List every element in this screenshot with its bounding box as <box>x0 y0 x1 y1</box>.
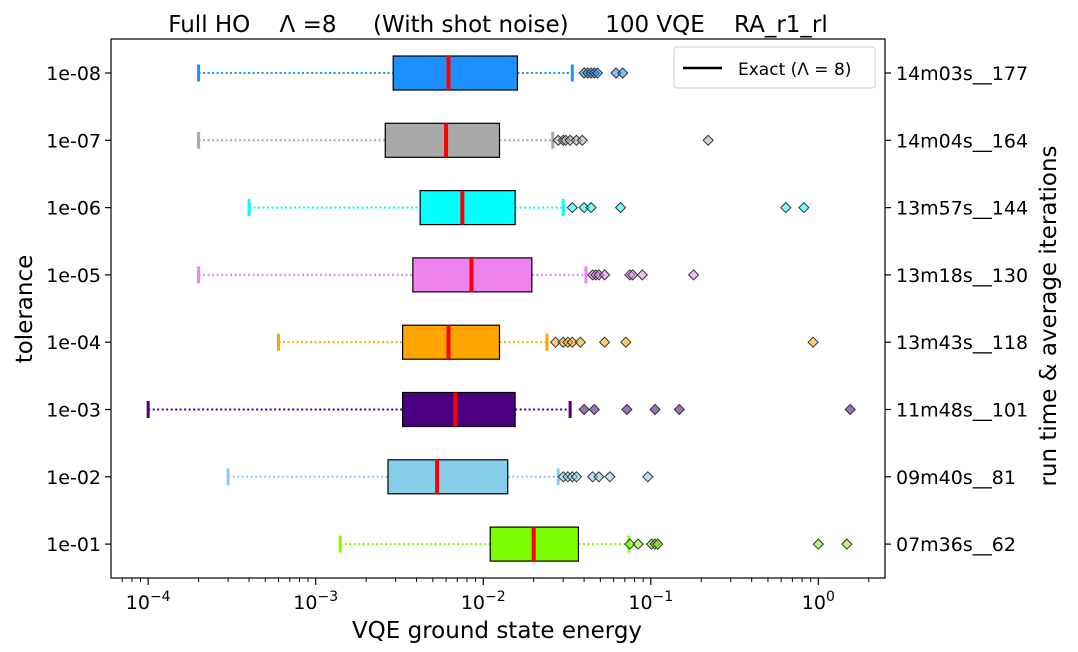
axes-frame <box>110 38 886 579</box>
x-axis-label: VQE ground state energy <box>352 618 642 644</box>
y-tick-label-1e-08: 1e-08 <box>46 63 101 85</box>
outlier-1e-04-7 <box>807 336 819 348</box>
outlier-1e-01-6 <box>841 538 853 550</box>
outlier-1e-06-2 <box>585 201 597 214</box>
x-tick-label-base: 10 <box>126 592 150 614</box>
box-1e-06 <box>247 190 810 226</box>
legend-label-exact: Exact (Λ = 8) <box>738 60 851 80</box>
y-tick-label-1e-07: 1e-07 <box>46 130 101 152</box>
legend-box <box>673 46 876 89</box>
y-axis-right: 14m03s__177 14m04s__164 13m57s__144 13m18s_… <box>885 63 1028 556</box>
y-tick-label-1e-04: 1e-04 <box>46 332 101 354</box>
iqr-box-1e-02 <box>387 459 509 495</box>
y-right-tick-label-1e-03: 11m48s__101 <box>896 400 1028 422</box>
outlier-1e-02-7 <box>642 471 654 483</box>
x-tick-label-exponent: −1 <box>653 589 674 605</box>
y-tick-label-1e-05: 1e-05 <box>46 265 101 287</box>
outlier-1e-02-5 <box>593 471 605 483</box>
x-tick-label-exponent: 0 <box>826 589 835 605</box>
plot-area <box>146 55 856 562</box>
y-axis-label: tolerance <box>12 255 38 364</box>
outlier-1e-05-7 <box>687 269 700 281</box>
outlier-1e-01-5 <box>812 538 825 550</box>
chart-title: Full HO Λ =8 (With shot noise) 100 VQE R… <box>168 12 828 38</box>
outlier-1e-01-0 <box>624 538 636 550</box>
x-tick-label-−1: 10−1 <box>628 589 673 614</box>
y-tick-label-1e-01: 1e-01 <box>46 534 101 556</box>
iqr-box-1e-04 <box>401 324 501 360</box>
y-right-tick-label-1e-02: 09m40s__81 <box>896 467 1016 489</box>
x-tick-label-0: 100 <box>802 589 835 614</box>
x-tick-label-base: 10 <box>628 592 652 614</box>
x-tick-label-−3: 10−3 <box>293 589 338 614</box>
iqr-box-1e-03 <box>401 391 516 428</box>
x-tick-label-base: 10 <box>802 592 826 614</box>
box-1e-05 <box>197 257 700 293</box>
x-tick-label-base: 10 <box>461 592 485 614</box>
outlier-1e-02-6 <box>604 471 616 483</box>
iqr-box-1e-07 <box>384 122 501 158</box>
x-tick-label-exponent: −2 <box>485 589 506 605</box>
y-axis-right-label: run time & average iterations <box>1036 145 1062 486</box>
iqr-box-1e-06 <box>419 190 516 226</box>
x-tick-label-−2: 10−2 <box>461 589 506 614</box>
outlier-1e-08-4 <box>591 67 604 79</box>
outlier-1e-07-6 <box>702 134 714 147</box>
box-1e-03 <box>146 391 856 428</box>
outlier-1e-01-4 <box>652 538 664 550</box>
outlier-1e-05-3 <box>598 269 611 281</box>
y-right-tick-label-1e-04: 13m43s__118 <box>896 332 1028 354</box>
outlier-1e-06-4 <box>780 201 792 214</box>
outlier-1e-04-3 <box>566 336 578 348</box>
outlier-1e-03-1 <box>588 403 600 416</box>
outlier-1e-07-5 <box>576 134 588 147</box>
outlier-1e-03-5 <box>844 403 856 416</box>
box-1e-04 <box>277 324 819 360</box>
box-1e-08 <box>197 55 629 91</box>
outlier-1e-04-0 <box>549 336 562 348</box>
box-1e-01 <box>338 526 853 562</box>
outlier-1e-06-5 <box>798 201 810 214</box>
x-axis: 10−4 10−3 10−2 10−1 100 <box>121 578 870 614</box>
outlier-1e-04-4 <box>574 336 587 348</box>
y-axis: 1e-08 1e-07 1e-06 1e-05 1e-04 1e-03 1e-02 1e-01 <box>46 63 111 556</box>
y-tick-label-1e-03: 1e-03 <box>46 400 101 422</box>
x-tick-label-exponent: −4 <box>150 589 171 605</box>
x-tick-label-−4: 10−4 <box>126 589 171 614</box>
y-right-tick-label-1e-06: 13m57s__144 <box>896 198 1028 220</box>
y-right-tick-label-1e-01: 07m36s__62 <box>896 534 1016 556</box>
y-right-tick-label-1e-07: 14m04s__164 <box>896 130 1028 152</box>
outlier-1e-04-6 <box>620 336 632 348</box>
outlier-1e-04-5 <box>598 336 611 348</box>
outlier-1e-03-3 <box>649 403 661 416</box>
outlier-1e-06-0 <box>566 201 578 214</box>
outlier-1e-02-3 <box>570 471 583 483</box>
y-tick-label-1e-02: 1e-02 <box>46 467 101 489</box>
box-1e-07 <box>197 122 714 158</box>
outlier-1e-01-1 <box>632 538 644 550</box>
outlier-1e-08-6 <box>617 67 629 79</box>
y-right-tick-label-1e-08: 14m03s__177 <box>896 63 1028 85</box>
outlier-1e-05-6 <box>636 269 649 281</box>
y-right-tick-label-1e-05: 13m18s__130 <box>896 265 1028 287</box>
box-1e-02 <box>226 459 654 495</box>
legend: Exact (Λ = 8) <box>673 46 876 89</box>
x-tick-label-exponent: −3 <box>317 589 338 605</box>
iqr-box-1e-08 <box>392 55 519 91</box>
y-tick-label-1e-06: 1e-06 <box>46 198 101 220</box>
outlier-1e-06-3 <box>614 201 627 214</box>
outlier-1e-05-5 <box>627 269 639 281</box>
outlier-1e-03-0 <box>578 403 590 416</box>
x-tick-label-base: 10 <box>293 592 317 614</box>
outlier-1e-03-2 <box>621 403 633 416</box>
outlier-1e-03-4 <box>673 403 686 416</box>
